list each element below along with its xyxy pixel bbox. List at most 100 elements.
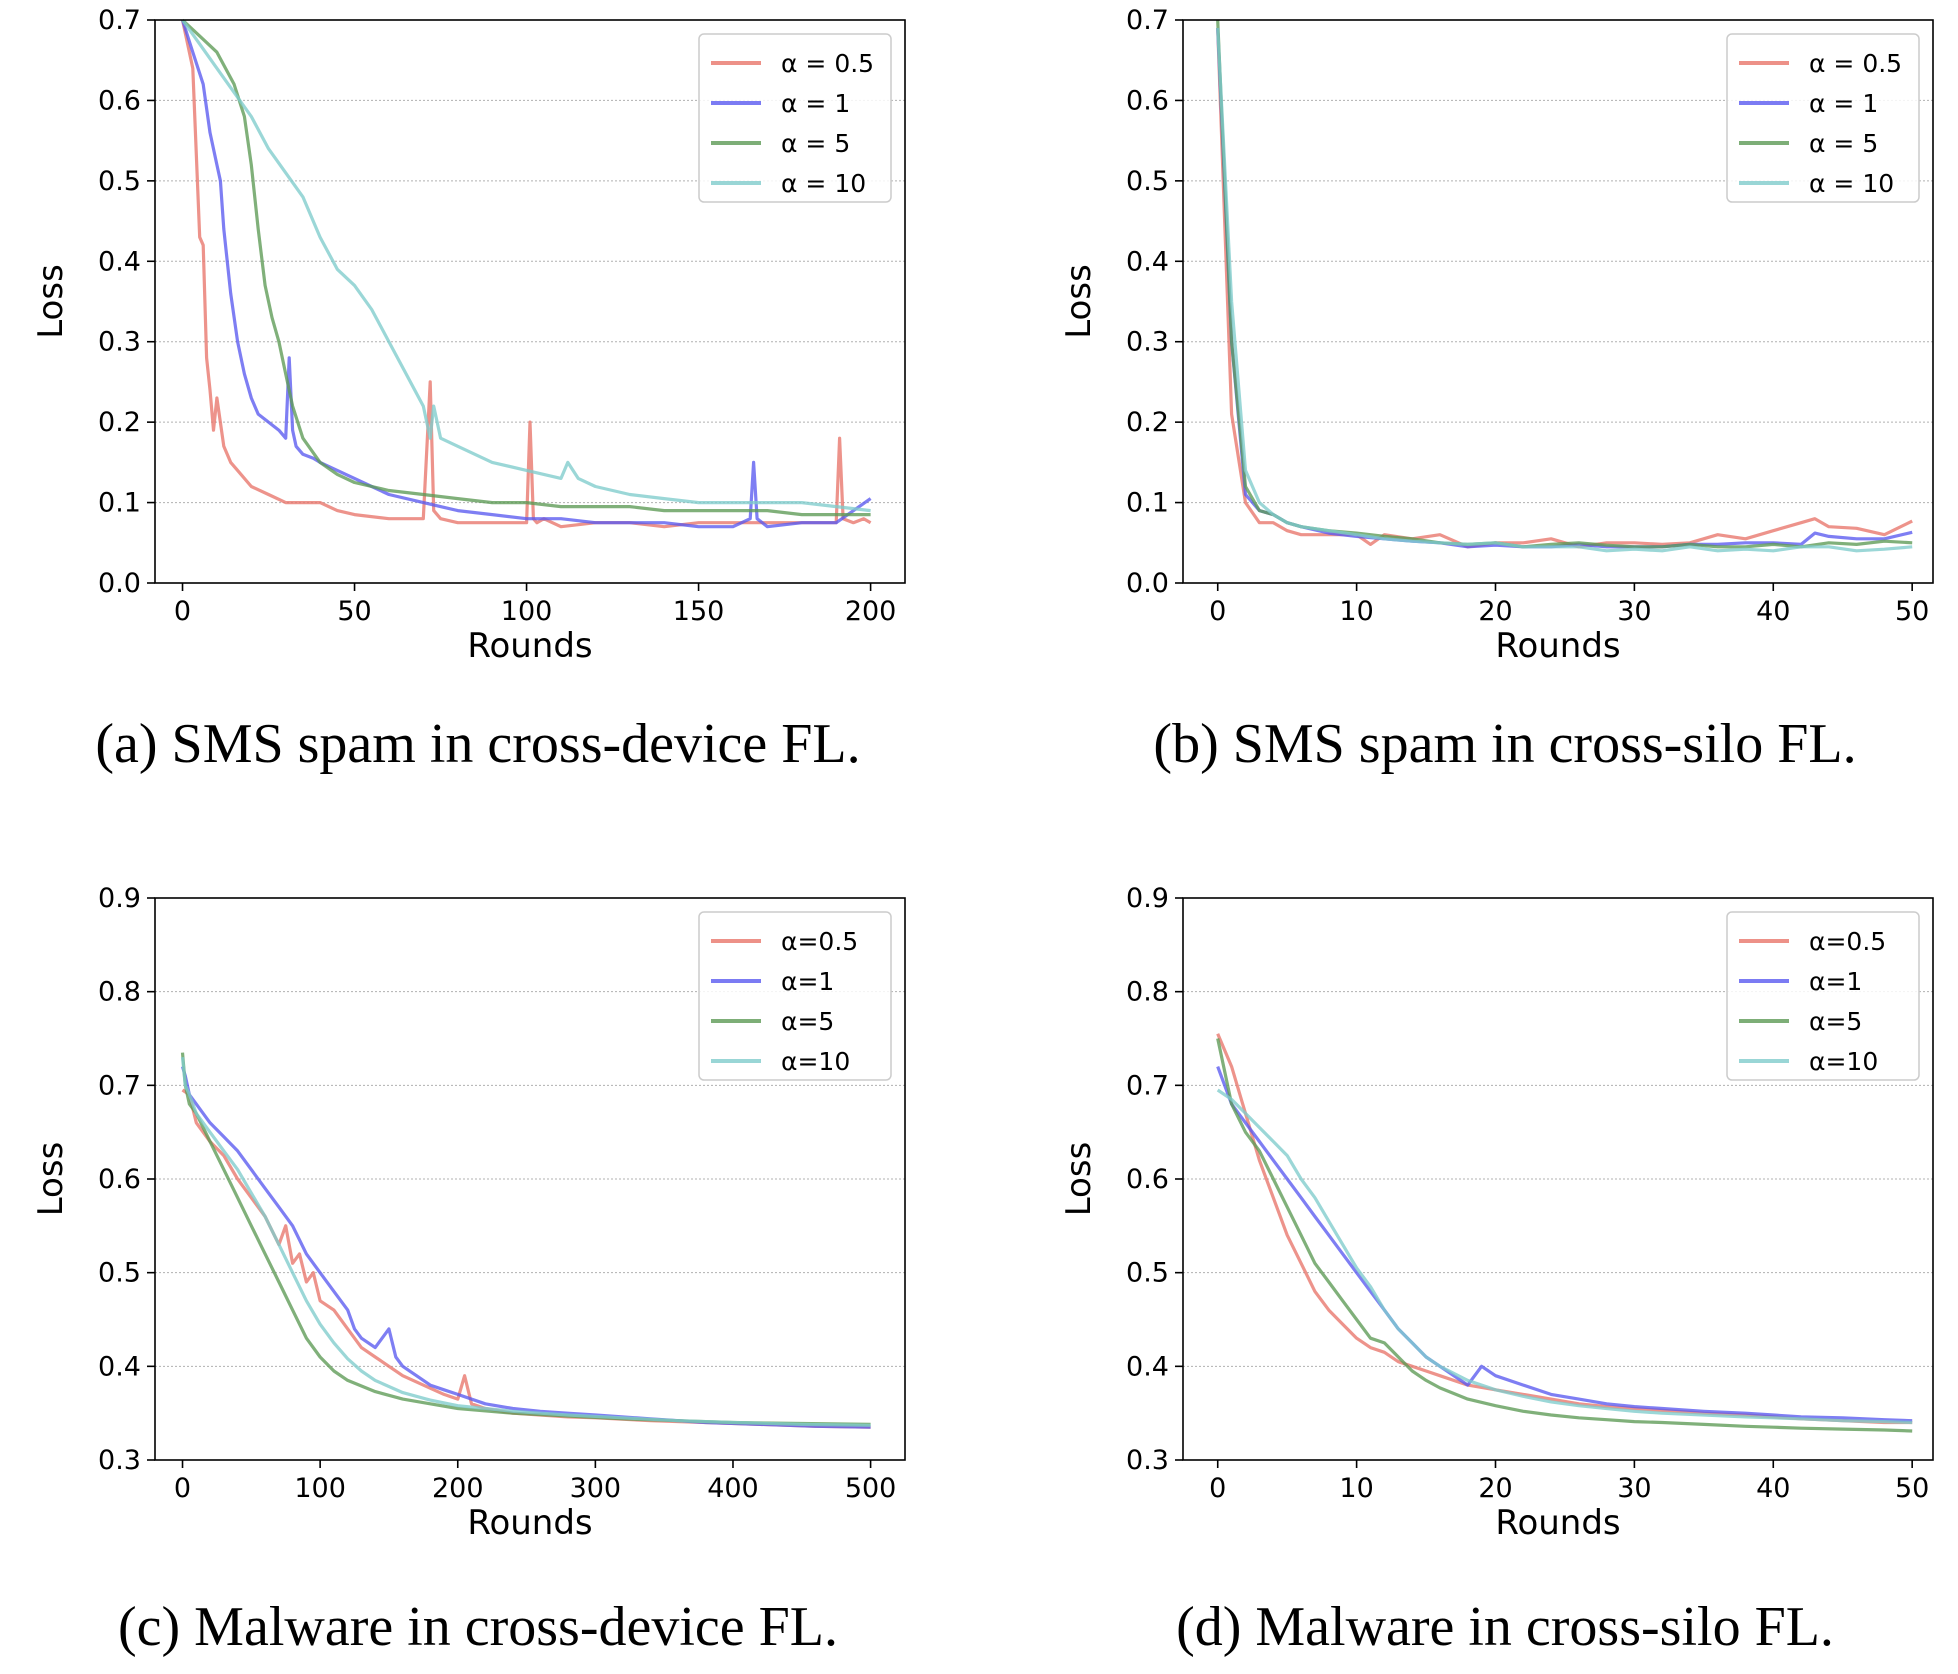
- legend-label: α = 5: [1809, 129, 1878, 158]
- plot-frame: [1182, 19, 1934, 584]
- legend: α=0.5 α=1 α=5 α=10: [1726, 911, 1920, 1081]
- y-tick-label: 0.5: [1126, 1258, 1169, 1289]
- x-tick-label: 0: [174, 596, 191, 627]
- figure-caption: (b) SMS spam in cross-silo FL.: [1153, 713, 1856, 775]
- y-tick-label: 0.7: [1126, 1070, 1169, 1101]
- chart-panel-0: 0.0 0.1 0.2 0.3 0.4 0.5 0.6 0.7 0 50 100 150 200 Roun…: [31, 5, 906, 775]
- x-axis-title: Rounds: [467, 626, 592, 666]
- x-tick-label: 20: [1478, 596, 1512, 627]
- legend-box: [1726, 33, 1920, 203]
- x-tick-label: 0: [174, 1473, 191, 1504]
- legend: α=0.5 α=1 α=5 α=10: [698, 911, 892, 1081]
- y-tick-label: 0.1: [98, 488, 141, 519]
- x-tick-label: 40: [1756, 596, 1790, 627]
- y-tick-label: 0.6: [98, 1164, 141, 1195]
- x-axis-title: Rounds: [1495, 626, 1620, 666]
- x-tick-label: 200: [432, 1473, 484, 1504]
- y-tick-label: 0.5: [1126, 166, 1169, 197]
- legend-label: α=5: [1809, 1007, 1862, 1036]
- series-line-0: [1216, 27, 1913, 549]
- series-line-1: [180, 19, 872, 529]
- series-line-0: [1216, 1033, 1913, 1425]
- legend: α = 0.5 α = 1 α = 5 α = 10: [1726, 33, 1920, 203]
- y-tick-label: 0.2: [1126, 407, 1169, 438]
- x-axis-title: Rounds: [467, 1503, 592, 1543]
- series-line-3: [181, 19, 871, 513]
- figure-caption: (d) Malware in cross-silo FL.: [1176, 1596, 1834, 1658]
- figure-caption: (c) Malware in cross-device FL.: [118, 1596, 838, 1658]
- x-tick-label: 500: [845, 1473, 897, 1504]
- y-tick-label: 0.9: [1126, 883, 1169, 914]
- legend-label: α = 1: [1809, 89, 1878, 118]
- x-tick-label: 10: [1339, 1473, 1373, 1504]
- y-tick-label: 0.0: [98, 568, 141, 599]
- legend-box: [698, 33, 892, 203]
- legend-label: α=0.5: [1809, 927, 1886, 956]
- y-tick-label: 0.3: [1126, 1445, 1169, 1476]
- y-axis-title: Loss: [31, 1142, 71, 1217]
- y-tick-label: 0.9: [98, 883, 141, 914]
- chart-panel-2: 0.3 0.4 0.5 0.6 0.7 0.8 0.9 0 100 200 300 400 500 Rou…: [31, 883, 906, 1658]
- legend-label: α = 0.5: [781, 49, 874, 78]
- series-line-3: [1216, 27, 1913, 553]
- x-tick-label: 30: [1617, 1473, 1651, 1504]
- series-line-2: [1216, 1038, 1913, 1433]
- y-tick-label: 0.5: [98, 166, 141, 197]
- x-tick-label: 150: [673, 596, 725, 627]
- series-line-2: [180, 1052, 871, 1426]
- chart-panel-1: 0.0 0.1 0.2 0.3 0.4 0.5 0.6 0.7 0 10 20 30 40 50 Round…: [1059, 5, 1934, 775]
- legend-label: α=10: [781, 1047, 850, 1076]
- figure-caption: (a) SMS spam in cross-device FL.: [95, 713, 860, 775]
- y-tick-label: 0.2: [98, 407, 141, 438]
- legend-label: α=10: [1809, 1047, 1878, 1076]
- legend-label: α = 5: [781, 129, 850, 158]
- x-tick-label: 50: [337, 596, 371, 627]
- y-tick-label: 0.7: [98, 1070, 141, 1101]
- y-tick-label: 0.1: [1126, 488, 1169, 519]
- x-tick-label: 300: [570, 1473, 622, 1504]
- y-tick-label: 0.4: [1126, 246, 1169, 277]
- y-tick-label: 0.4: [1126, 1351, 1169, 1382]
- y-tick-label: 0.3: [98, 327, 141, 358]
- x-tick-label: 0: [1209, 596, 1226, 627]
- y-axis-title: Loss: [31, 264, 71, 339]
- legend-box: [698, 911, 892, 1081]
- series-line-3: [1216, 1088, 1913, 1425]
- x-tick-label: 400: [707, 1473, 759, 1504]
- legend-label: α = 10: [781, 169, 866, 198]
- series-line-2: [181, 18, 871, 517]
- x-tick-label: 0: [1209, 1473, 1226, 1504]
- x-tick-label: 50: [1895, 1473, 1929, 1504]
- legend-label: α = 10: [1809, 169, 1894, 198]
- legend-label: α=5: [781, 1007, 834, 1036]
- legend-box: [1726, 911, 1920, 1081]
- x-tick-label: 200: [845, 596, 897, 627]
- series-line-1: [1216, 1066, 1913, 1423]
- legend-label: α=0.5: [781, 927, 858, 956]
- x-tick-label: 40: [1756, 1473, 1790, 1504]
- y-tick-label: 0.0: [1126, 568, 1169, 599]
- y-axis-title: Loss: [1059, 1142, 1099, 1217]
- series-line-3: [180, 1057, 871, 1427]
- y-tick-label: 0.4: [98, 246, 141, 277]
- x-axis-title: Rounds: [1495, 1503, 1620, 1543]
- legend-label: α = 1: [781, 89, 850, 118]
- series-line-1: [180, 1066, 871, 1429]
- y-tick-label: 0.8: [98, 977, 141, 1008]
- legend-label: α=1: [781, 967, 834, 996]
- x-tick-label: 30: [1617, 596, 1651, 627]
- y-tick-label: 0.6: [1126, 1164, 1169, 1195]
- plot-frame: [154, 19, 906, 584]
- legend: α = 0.5 α = 1 α = 5 α = 10: [698, 33, 892, 203]
- y-tick-label: 0.6: [98, 85, 141, 116]
- legend-label: α=1: [1809, 967, 1862, 996]
- y-tick-label: 0.4: [98, 1351, 141, 1382]
- y-axis-title: Loss: [1059, 264, 1099, 339]
- x-tick-label: 50: [1895, 596, 1929, 627]
- x-tick-label: 100: [501, 596, 553, 627]
- y-tick-label: 0.7: [1126, 5, 1169, 36]
- x-tick-label: 100: [294, 1473, 346, 1504]
- y-tick-label: 0.3: [1126, 327, 1169, 358]
- legend-label: α = 0.5: [1809, 49, 1902, 78]
